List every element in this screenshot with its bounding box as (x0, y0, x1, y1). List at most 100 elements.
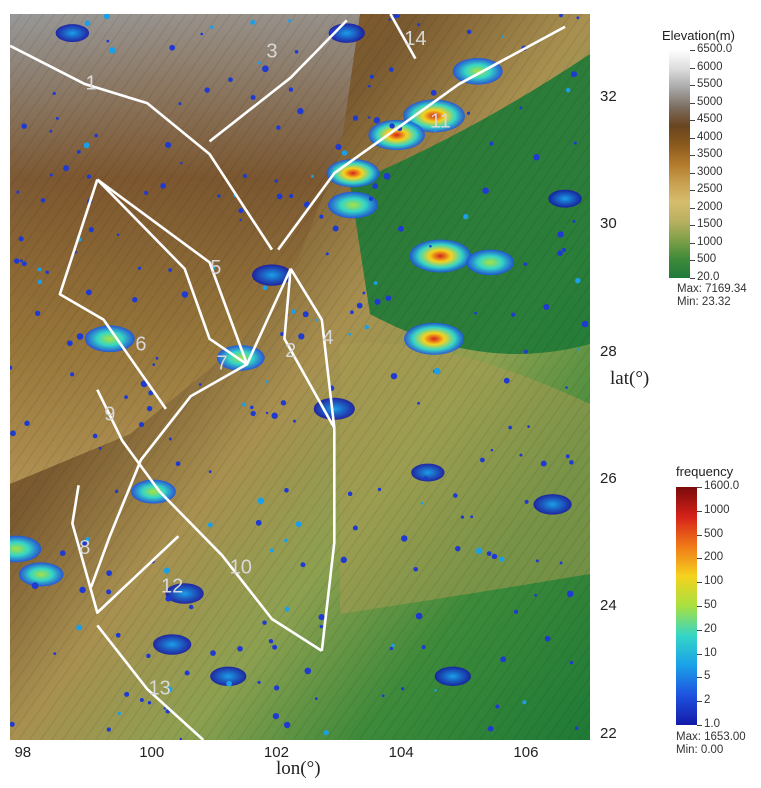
seismic-event-dot (284, 487, 289, 493)
seismic-event-dot (373, 117, 381, 124)
seismic-event-dot (272, 644, 278, 650)
seismic-event-dot (280, 332, 285, 337)
seismic-event-dot (374, 298, 381, 305)
seismic-event-dot (106, 589, 112, 595)
seismic-event-dot (70, 372, 75, 377)
seismic-event-dot (257, 680, 261, 684)
seismic-event-dot (433, 367, 441, 375)
colorbar-tick-mark (690, 278, 695, 279)
seismic-event-dot (106, 39, 110, 43)
colorbar-tick-label: 100 (704, 575, 724, 588)
seismic-event-dot (295, 521, 302, 528)
seismic-event-dot (273, 685, 280, 691)
seismic-event-dot (92, 433, 98, 439)
colorbar-tick-mark (697, 725, 702, 726)
seismic-event-dot (341, 150, 348, 156)
seismic-event-dot (238, 208, 244, 214)
colorbar-tick-label: 1600.0 (704, 480, 740, 492)
seismic-event-dot (160, 183, 166, 189)
seismic-event-dot (474, 311, 477, 315)
frequency-legend-title: frequency (676, 464, 734, 479)
seismic-event-dot (272, 712, 280, 720)
seismic-event-dot (257, 497, 265, 505)
seismic-event-dot (53, 652, 57, 656)
seismic-event-dot (362, 291, 366, 295)
colorbar-tick-label: 200 (704, 551, 724, 564)
seismic-event-dot (335, 143, 342, 151)
seismic-event-dot (108, 47, 116, 54)
seismic-event-dot (83, 142, 90, 149)
seismic-event-dot (332, 225, 339, 232)
seismic-event-dot (569, 460, 574, 465)
seismic-event-dot (480, 457, 485, 463)
seismic-event-dot (491, 553, 498, 560)
seismic-event-dot (124, 395, 128, 400)
seismic-event-dot (271, 412, 278, 419)
colorbar-tick-label: 2000 (697, 200, 723, 213)
seismic-event-dot (262, 620, 267, 625)
seismic-event-dot (340, 556, 347, 564)
seismic-event-dot (415, 612, 423, 620)
seismic-event-dot (523, 349, 528, 354)
seismic-event-dot (139, 697, 144, 702)
zone-label-11: 11 (430, 111, 451, 133)
seismic-event-dot (486, 551, 492, 556)
seismic-event-dot (79, 586, 86, 594)
seismic-event-dot (181, 291, 189, 298)
seismic-event-dot (262, 65, 269, 73)
seismic-event-dot (80, 539, 87, 546)
seismic-event-dot (148, 390, 154, 396)
seismic-event-dot (389, 67, 394, 72)
zone-label-10: 10 (230, 556, 252, 578)
elevation-legend-title: Elevation(m) (662, 28, 735, 43)
seismic-event-dot (265, 380, 269, 384)
seismic-event-dot (10, 721, 15, 727)
seismic-event-dot (499, 556, 505, 562)
seismic-event-dot (470, 515, 474, 519)
seismic-event-dot (433, 128, 437, 132)
seismic-event-dot (298, 333, 305, 340)
seismic-event-dot (567, 590, 574, 598)
seismic-event-dot (294, 49, 299, 54)
colorbar-tick-label: 3000 (697, 165, 723, 178)
seismic-event-dot (180, 161, 183, 165)
seismic-event-dot (291, 309, 296, 314)
colorbar-tick-mark (690, 120, 695, 122)
seismic-event-dot (138, 422, 145, 428)
seismic-cluster (368, 119, 425, 151)
frequency-min: Min: 0.00 (676, 744, 724, 756)
seismic-event-dot (255, 519, 262, 526)
seismic-cluster (10, 535, 42, 563)
seismic-event-dot (250, 19, 256, 25)
seismic-event-dot (228, 77, 233, 83)
seismic-event-dot (146, 405, 153, 412)
seismic-cluster (165, 583, 204, 604)
seismic-event-dot (557, 231, 564, 238)
zone-label-2: 2 (285, 340, 296, 362)
colorbar-tick-label: 10 (704, 646, 717, 659)
seismic-event-dot (421, 645, 426, 650)
seismic-event-dot (163, 567, 170, 574)
seismic-event-dot (117, 711, 121, 716)
seismic-event-dot (49, 129, 53, 133)
seismic-event-dot (527, 425, 530, 429)
seismic-event-dot (417, 401, 421, 405)
elevation-max: Max: 7169.34 (677, 283, 747, 295)
seismic-event-dot (106, 570, 112, 576)
seismic-event-dot (534, 594, 538, 597)
fault-lines (10, 14, 566, 740)
seismic-event-dot (304, 667, 312, 675)
seismic-event-dot (106, 727, 112, 732)
seismic-event-dot (575, 277, 581, 284)
seismic-event-dot (318, 614, 325, 621)
seismic-event-dot (487, 725, 494, 732)
colorbar-tick-mark (697, 677, 702, 679)
colorbar-tick-mark (690, 85, 695, 87)
seismic-event-dot (40, 198, 46, 203)
seismic-event-dot (297, 107, 304, 115)
seismic-event-dot (175, 461, 181, 467)
seismic-event-dot (329, 29, 334, 34)
colorbar-tick-label: 50 (704, 599, 717, 611)
seismic-event-dot (352, 525, 358, 531)
colorbar-tick-mark (697, 582, 702, 584)
